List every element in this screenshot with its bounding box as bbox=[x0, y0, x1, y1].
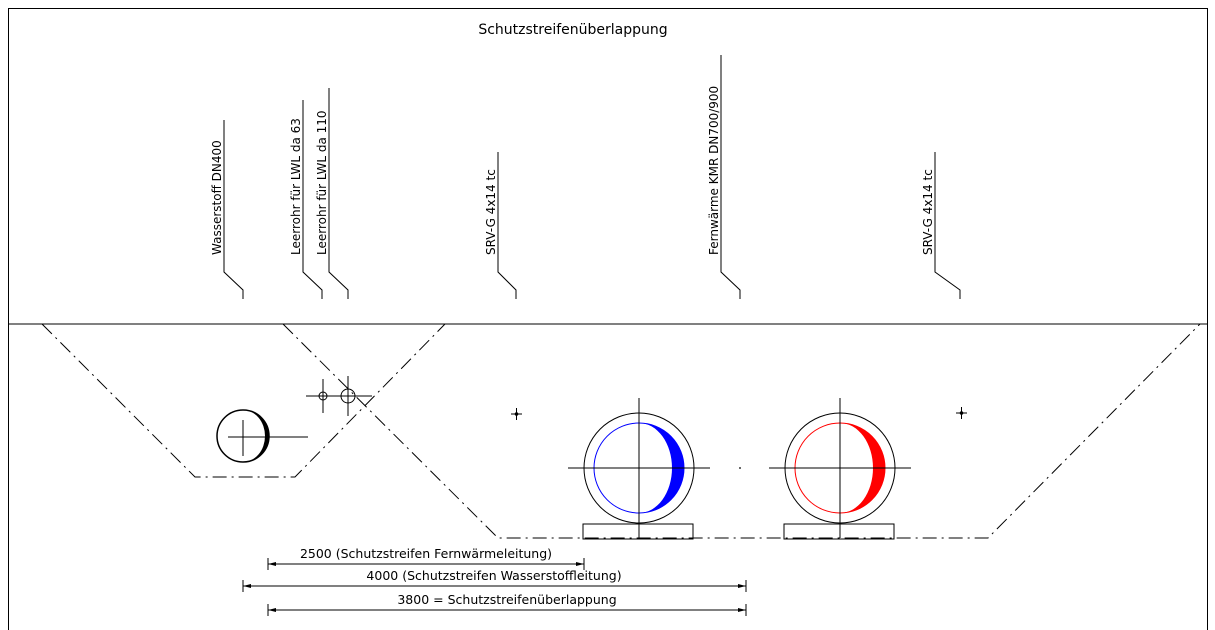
label-fernwaerme: Fernwärme KMR DN700/900 bbox=[707, 55, 740, 299]
leader-leerrohr-110 bbox=[329, 88, 348, 299]
label-srv-left: SRV-G 4x14 tc bbox=[484, 152, 516, 299]
dimension-overlap-text: 3800 = Schutzstreifenüberlappung bbox=[397, 592, 616, 607]
trench-fernwaerme bbox=[283, 324, 1200, 538]
fernwaerme-return-pipe bbox=[568, 398, 710, 539]
srv-left-marker-dot bbox=[515, 412, 519, 416]
label-fernwaerme-text: Fernwärme KMR DN700/900 bbox=[707, 86, 721, 255]
pipe-spacing-dot bbox=[739, 467, 741, 469]
dimension-overlap: 3800 = Schutzstreifenüberlappung bbox=[268, 592, 746, 616]
dimension-wasserstoff-arrow-right bbox=[738, 584, 746, 588]
drawing-title: Schutzstreifenüberlappung bbox=[478, 22, 667, 38]
label-leerrohr-110: Leerrohr für LWL da 110 bbox=[315, 88, 348, 299]
srv-right-marker-dot bbox=[960, 411, 964, 415]
dimension-fernwaerme-arrow-left bbox=[268, 562, 276, 566]
dimension-fernwaerme-text: 2500 (Schutzstreifen Fernwärmeleitung) bbox=[300, 546, 552, 561]
label-leerrohr-63-text: Leerrohr für LWL da 63 bbox=[289, 118, 303, 255]
dimension-overlap-arrow-left bbox=[268, 608, 276, 612]
label-leerrohr-110-text: Leerrohr für LWL da 110 bbox=[315, 110, 329, 255]
fernwaerme-return-base bbox=[583, 524, 693, 539]
fernwaerme-supply-pipe bbox=[769, 398, 911, 539]
leader-wasserstoff bbox=[224, 120, 243, 299]
dimension-wasserstoff-arrow-left bbox=[243, 584, 251, 588]
label-wasserstoff: Wasserstoff DN400 bbox=[210, 120, 243, 299]
srv-right-marker bbox=[956, 407, 967, 419]
leader-srv-left bbox=[498, 152, 516, 299]
dimension-fernwaerme-arrow-right bbox=[576, 562, 584, 566]
drawing-frame bbox=[9, 9, 1208, 630]
leader-srv-right bbox=[935, 152, 960, 299]
dimension-fernwaerme: 2500 (Schutzstreifen Fernwärmeleitung) bbox=[268, 546, 584, 570]
label-wasserstoff-text: Wasserstoff DN400 bbox=[210, 140, 224, 255]
dimension-wasserstoff-text: 4000 (Schutzstreifen Wasserstoffleitung) bbox=[366, 568, 621, 583]
leader-fernwaerme bbox=[721, 55, 740, 299]
fernwaerme-supply-base bbox=[784, 524, 894, 539]
wasserstoff-pipe bbox=[217, 410, 308, 462]
label-srv-right-text: SRV-G 4x14 tc bbox=[921, 169, 935, 255]
dimension-wasserstoff: 4000 (Schutzstreifen Wasserstoffleitung) bbox=[243, 568, 746, 592]
wasserstoff-pipe-shade bbox=[243, 410, 269, 462]
srv-left-marker bbox=[511, 408, 522, 420]
dimension-overlap-arrow-right bbox=[738, 608, 746, 612]
label-srv-left-text: SRV-G 4x14 tc bbox=[484, 169, 498, 255]
label-srv-right: SRV-G 4x14 tc bbox=[921, 152, 960, 299]
leerrohr-110-pipe bbox=[330, 376, 372, 416]
